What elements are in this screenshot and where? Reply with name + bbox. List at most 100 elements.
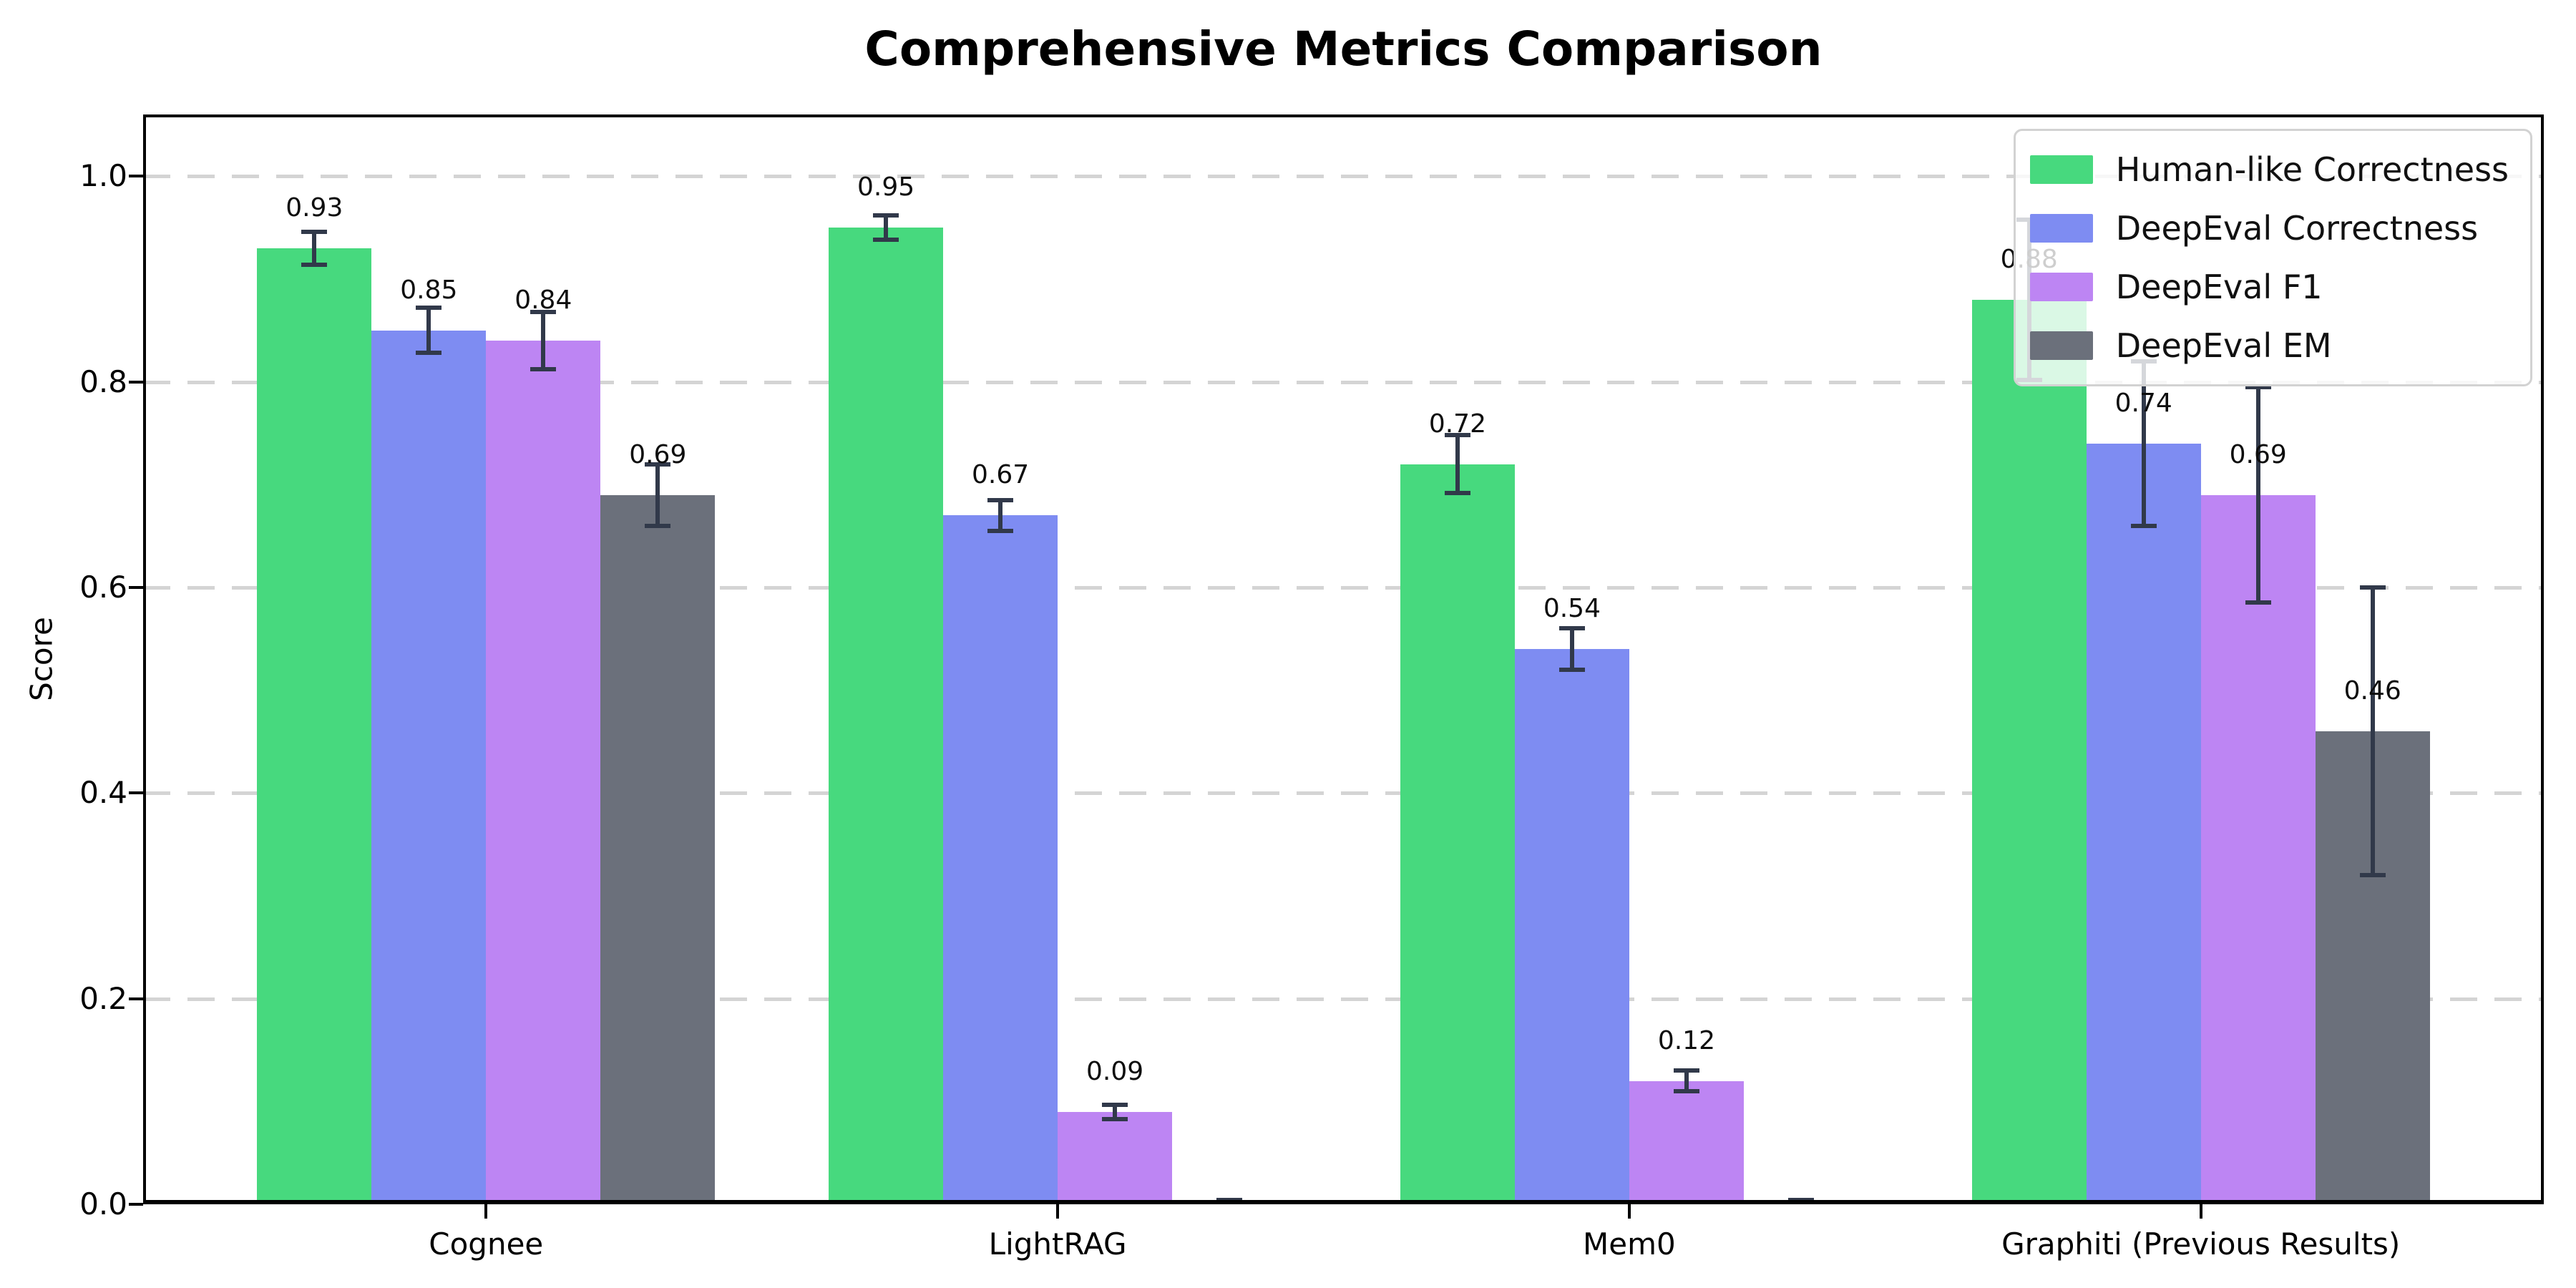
- bar-value-label: 0.85: [400, 275, 458, 305]
- bar-value-label: 0.69: [629, 439, 687, 469]
- y-tick-mark: [129, 997, 143, 1000]
- y-tick-label: 0.6: [79, 569, 127, 605]
- error-bar-cap-top: [1673, 1068, 1699, 1073]
- error-bar-cap-top: [1444, 433, 1470, 438]
- bar-value-label: 0.93: [286, 192, 343, 223]
- gridline: [143, 997, 2544, 1001]
- bar-value-label: 0.54: [1543, 594, 1601, 624]
- bar: [1400, 464, 1515, 1204]
- bar-value-label: 0.72: [1428, 409, 1486, 439]
- axis-spine-top: [143, 114, 2544, 117]
- error-bar-cap-bottom: [1558, 667, 1585, 672]
- error-bar-cap-top: [645, 462, 671, 467]
- error-bar-line: [2141, 361, 2146, 526]
- error-bar-line: [1684, 1070, 1689, 1091]
- legend-swatch: [2029, 214, 2093, 243]
- y-tick-label: 0.2: [79, 980, 127, 1016]
- error-bar-cap-top: [416, 306, 442, 311]
- error-bar-cap-top: [1558, 626, 1585, 631]
- error-bar-line: [1569, 628, 1574, 670]
- gridline: [143, 585, 2544, 590]
- y-axis-label: Score: [24, 617, 59, 701]
- error-bar-cap-bottom: [530, 367, 557, 372]
- error-bar-cap-bottom: [2245, 600, 2271, 605]
- legend-label: DeepEval EM: [2115, 326, 2332, 365]
- bar-value-label: 0.67: [972, 460, 1030, 490]
- error-bar-cap-top: [1102, 1102, 1128, 1107]
- legend-swatch: [2029, 273, 2093, 301]
- error-bar-cap-top: [2245, 384, 2271, 389]
- y-tick-mark: [129, 585, 143, 589]
- x-tick-mark: [1627, 1204, 1631, 1219]
- legend-item: DeepEval EM: [2029, 318, 2509, 373]
- x-tick-mark: [2199, 1204, 2202, 1219]
- error-bar-cap-top: [530, 309, 557, 314]
- bar-value-label: 0.12: [1657, 1025, 1715, 1055]
- bar-value-label: 0.09: [1086, 1056, 1144, 1086]
- y-tick-mark: [129, 175, 143, 178]
- legend-swatch: [2029, 331, 2093, 360]
- error-bar-cap-top: [987, 497, 1014, 502]
- y-tick-mark: [129, 1203, 143, 1206]
- bar: [257, 248, 372, 1204]
- bar-value-label: 0.46: [2343, 676, 2401, 706]
- bar-value-label: 0.95: [857, 172, 915, 203]
- bar: [371, 330, 487, 1204]
- legend-item: Human-like Correctness: [2029, 142, 2509, 197]
- bar: [486, 341, 601, 1204]
- error-bar-line: [2255, 386, 2260, 603]
- error-bar-cap-bottom: [645, 523, 671, 528]
- axis-spine-left: [143, 114, 146, 1204]
- error-bar-cap-bottom: [2130, 523, 2157, 528]
- bar-value-label: 0.74: [2114, 388, 2172, 418]
- error-bar-cap-bottom: [1673, 1088, 1699, 1093]
- y-tick-label: 0.0: [79, 1186, 127, 1221]
- y-tick-label: 0.4: [79, 775, 127, 811]
- x-tick-label: Mem0: [1583, 1226, 1676, 1262]
- error-bar-cap-bottom: [1444, 490, 1470, 495]
- bar: [1971, 299, 2087, 1204]
- y-tick-label: 1.0: [79, 158, 127, 194]
- legend-swatch: [2029, 155, 2093, 184]
- y-tick-mark: [129, 380, 143, 384]
- axis-spine-right: [2541, 114, 2544, 1204]
- legend-item: DeepEval F1: [2029, 260, 2509, 314]
- plot-area: 0.930.950.720.880.850.670.540.740.840.09…: [143, 114, 2544, 1204]
- error-bar-line: [1455, 435, 1460, 493]
- error-bar-line: [998, 499, 1003, 531]
- y-tick-mark: [129, 791, 143, 795]
- gridline: [143, 791, 2544, 796]
- error-bar-cap-top: [301, 229, 328, 234]
- error-bar-line: [2370, 587, 2375, 876]
- error-bar-cap-top: [873, 213, 899, 218]
- bar: [600, 494, 716, 1204]
- chart-title: Comprehensive Metrics Comparison: [864, 21, 1823, 77]
- error-bar-line: [312, 231, 317, 265]
- gridline: [143, 380, 2544, 384]
- legend-item: DeepEval Correctness: [2029, 201, 2509, 255]
- legend-label: DeepEval F1: [2115, 268, 2323, 306]
- bar: [943, 515, 1058, 1204]
- error-bar-cap-bottom: [873, 238, 899, 243]
- x-tick-mark: [1056, 1204, 1060, 1219]
- legend-label: DeepEval Correctness: [2115, 209, 2479, 248]
- error-bar-line: [655, 464, 660, 526]
- error-bar-cap-top: [2359, 585, 2386, 590]
- error-bar-line: [541, 311, 546, 370]
- x-tick-label: Graphiti (Previous Results): [2001, 1226, 2401, 1262]
- gridline: [143, 175, 2544, 179]
- error-bar-line: [884, 215, 889, 240]
- bar: [2200, 494, 2316, 1204]
- bar: [829, 228, 944, 1204]
- x-tick-label: LightRAG: [988, 1226, 1127, 1262]
- bar: [1058, 1111, 1173, 1204]
- bar: [1514, 649, 1629, 1204]
- error-bar-cap-bottom: [2359, 873, 2386, 878]
- axis-spine-bottom: [143, 1200, 2544, 1204]
- legend-label: Human-like Correctness: [2115, 150, 2509, 189]
- error-bar-cap-bottom: [1102, 1116, 1128, 1121]
- bar: [1629, 1080, 1744, 1204]
- x-tick-label: Cognee: [429, 1226, 544, 1262]
- error-bar-line: [1113, 1104, 1118, 1119]
